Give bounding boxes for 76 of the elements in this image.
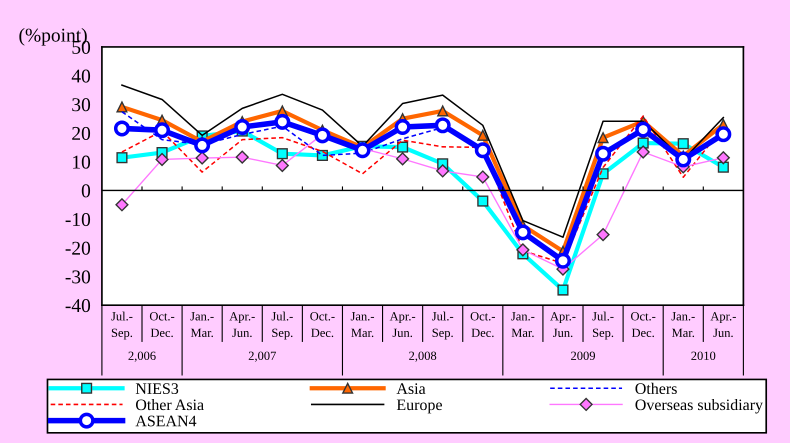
point [276, 158, 289, 172]
x-tick-label: Jan.- Mar. [350, 312, 374, 338]
point [274, 114, 290, 130]
x-tick-label: Jul.- Sep. [272, 312, 293, 340]
y-tick-label: -30 [66, 270, 90, 284]
point [554, 252, 571, 269]
point [476, 170, 490, 184]
y-tick-label: 10 [73, 156, 90, 169]
text: 2,006 [128, 352, 156, 362]
point [196, 151, 209, 165]
point [276, 148, 288, 160]
y-tick-label: -10 [66, 212, 90, 226]
point [675, 151, 692, 168]
point [115, 198, 129, 212]
point [194, 137, 210, 154]
x-tick-label: Oct.- Dec. [310, 312, 335, 338]
point [716, 151, 730, 164]
point [557, 284, 569, 296]
point [437, 105, 448, 117]
x-tick-label: Jul.- Sep. [111, 312, 132, 340]
x-tick-label: Jan.- Mar. [190, 312, 214, 338]
point [636, 145, 650, 159]
text: 2,007 [248, 352, 276, 362]
legend-label: NIES3 [136, 383, 178, 394]
x-tick-label: Oct.- Dec. [470, 312, 496, 338]
point [598, 132, 609, 144]
point [718, 162, 729, 173]
point [397, 142, 408, 153]
point [116, 152, 128, 164]
point [715, 126, 732, 142]
y-tick-label: -20 [66, 242, 90, 255]
point [595, 146, 612, 162]
point [516, 243, 530, 256]
point [474, 142, 491, 158]
y-tick-label: 20 [72, 126, 90, 140]
x-tick-label: Apr.- Jun. [550, 312, 576, 338]
y-tick-label: 30 [72, 98, 90, 112]
x-tick-label: Jul.- Sep. [432, 312, 454, 340]
text: 2009 [571, 352, 596, 360]
point [477, 130, 488, 141]
point [394, 119, 411, 136]
text: 2010 [691, 352, 716, 360]
legend-label: Overseas subsidiary [635, 398, 763, 414]
legend-label: Europe [396, 400, 442, 414]
y-tick-label: 0 [82, 184, 90, 198]
point [155, 152, 169, 166]
point [596, 228, 610, 242]
point [678, 138, 689, 150]
point [396, 152, 410, 166]
x-tick-label: Apr.- Jun. [710, 312, 736, 338]
point [514, 224, 531, 240]
x-tick-label: Apr.- Jun. [229, 312, 255, 338]
x-tick-label: Apr.- Jun. [390, 312, 416, 338]
x-tick-label: Jul.- Sep. [592, 312, 614, 340]
x-tick-label: Jan.- Mar. [672, 312, 695, 338]
x-tick-label: Oct.- Dec. [150, 312, 174, 338]
x-tick-label: Jan.- Mar. [511, 312, 534, 338]
legend-label: Other Asia [136, 398, 204, 410]
point [436, 164, 450, 178]
point [354, 142, 370, 158]
y-tick-label: 40 [72, 69, 90, 83]
point [234, 119, 250, 136]
y-tick-label: -40 [66, 299, 90, 312]
point [477, 196, 488, 207]
point [236, 150, 249, 164]
point [434, 117, 451, 134]
point [114, 120, 130, 136]
legend-label: Others [635, 382, 677, 394]
point [638, 138, 649, 149]
point [116, 101, 128, 112]
legend-label: Asia [396, 383, 426, 394]
text: 2,008 [409, 352, 436, 362]
legend-label: ASEAN4 [135, 416, 196, 426]
point [635, 122, 652, 138]
point [154, 122, 170, 138]
x-tick-label: Oct.- Dec. [631, 312, 656, 338]
